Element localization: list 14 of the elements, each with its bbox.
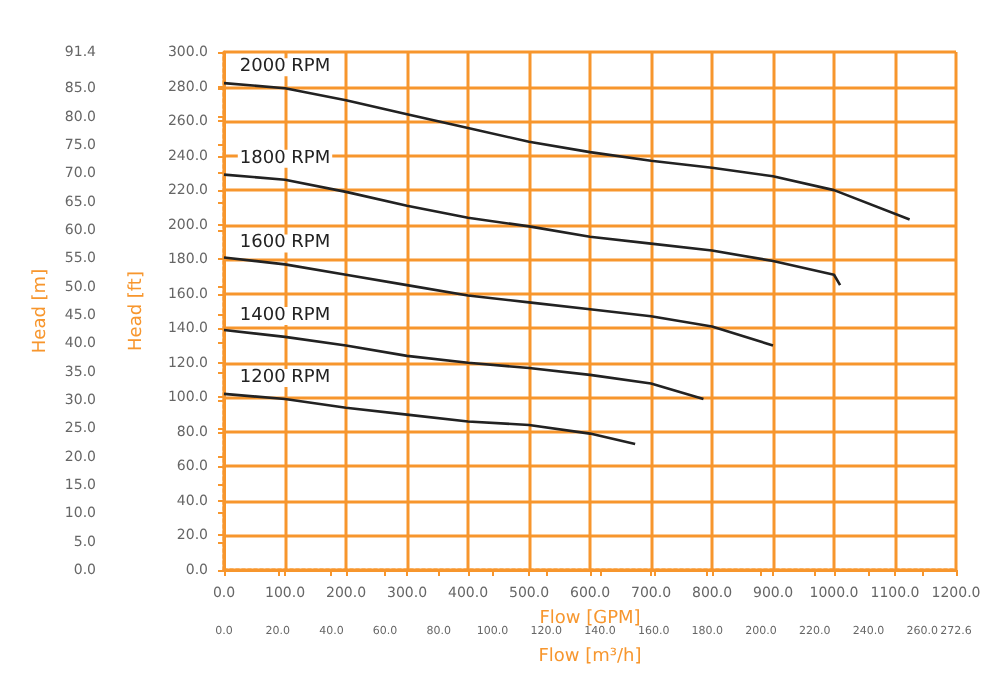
line-series <box>222 81 911 221</box>
series-label: 1800 RPM <box>239 148 331 169</box>
series-label: 1600 RPM <box>239 233 331 254</box>
line-series <box>222 256 775 347</box>
x2-axis-title: Flow [m³/h] <box>538 646 642 667</box>
series-label: 1200 RPM <box>239 368 331 389</box>
line-series <box>222 392 637 446</box>
x-axis-title: Flow [GPM] <box>539 608 641 629</box>
series-label: 1400 RPM <box>239 305 331 326</box>
series-label: 2000 RPM <box>239 57 331 78</box>
y-axis-title: Head [ft] <box>127 271 148 351</box>
line-series <box>222 328 705 401</box>
y2-axis-title: Head [m] <box>31 268 51 354</box>
line-series <box>222 173 842 287</box>
